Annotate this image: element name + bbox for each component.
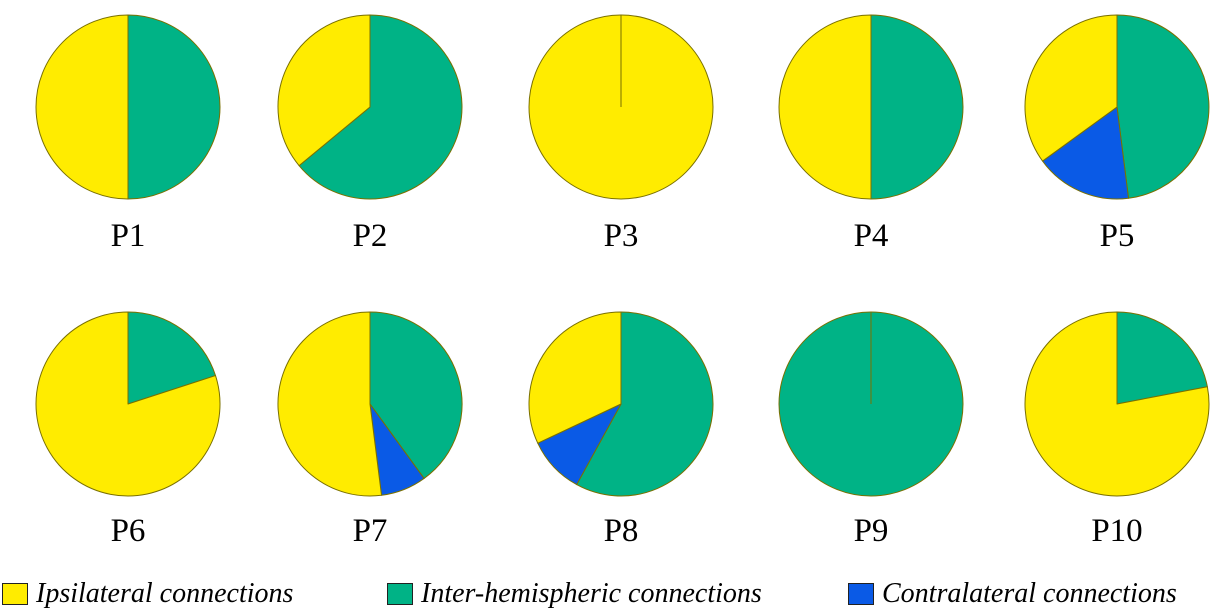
pie-p2: P2	[277, 14, 463, 254]
legend-label-contralateral: Contralateral connections	[882, 578, 1177, 609]
pie-p2-slice-inter	[298, 14, 463, 200]
pie-p6-slice-inter	[127, 311, 216, 405]
pie-label: P7	[353, 513, 388, 549]
pie-p2-slice-ipsilateral	[277, 14, 371, 167]
pie-label: P8	[604, 513, 639, 549]
pie-p10: P10	[1024, 311, 1210, 549]
legend-item-ipsilateral: Ipsilateral connections	[2, 578, 293, 610]
pie-label: P6	[111, 513, 146, 549]
pie-p5-slice-ipsilateral	[1024, 14, 1118, 162]
pie-p8: P8	[528, 311, 714, 549]
pie-p1-slice-inter	[127, 14, 221, 200]
pie-label: P3	[604, 218, 639, 254]
pie-p9: P9	[778, 311, 964, 549]
pie-p7-slice-ipsilateral	[277, 311, 383, 497]
pie-p4-slice-ipsilateral	[778, 14, 872, 200]
pie-p1-slice-ipsilateral	[35, 14, 129, 200]
pie-p8-slice-inter	[576, 311, 714, 497]
pie-p8-slice-ipsilateral	[528, 311, 622, 444]
pie-label: P1	[111, 218, 146, 254]
pie-p5-slice-contra	[1042, 106, 1130, 200]
pie-p7: P7	[277, 311, 463, 549]
pie-p1: P1	[35, 14, 221, 254]
pie-p5-slice-inter	[1116, 14, 1210, 199]
pie-p3: P3	[528, 14, 714, 254]
pie-p6: P6	[35, 311, 221, 549]
pie-label: P10	[1091, 513, 1142, 549]
pie-label: P2	[353, 218, 388, 254]
pie-p7-slice-inter	[369, 311, 463, 479]
legend-label-ipsilateral: Ipsilateral connections	[36, 578, 294, 609]
pie-p4: P4	[778, 14, 964, 254]
pie-p5: P5	[1024, 14, 1210, 254]
legend-item-inter-hemispheric: Inter-hemispheric connections	[387, 578, 762, 610]
pie-label: P5	[1100, 218, 1135, 254]
legend-swatch-contralateral	[848, 583, 874, 605]
legend-swatch-inter-hemispheric	[387, 583, 413, 605]
legend-label-inter-hemispheric: Inter-hemispheric connections	[421, 578, 762, 609]
legend: Ipsilateral connections Inter-hemispheri…	[0, 578, 1213, 613]
legend-swatch-ipsilateral	[2, 583, 28, 605]
pie-label: P4	[854, 218, 889, 254]
legend-item-contralateral: Contralateral connections	[848, 578, 1177, 610]
pie-p4-slice-inter	[870, 14, 964, 200]
pie-label: P9	[854, 513, 889, 549]
pie-p10-slice-inter	[1116, 311, 1208, 405]
pie-p10-slice-ipsilateral	[1024, 311, 1210, 497]
